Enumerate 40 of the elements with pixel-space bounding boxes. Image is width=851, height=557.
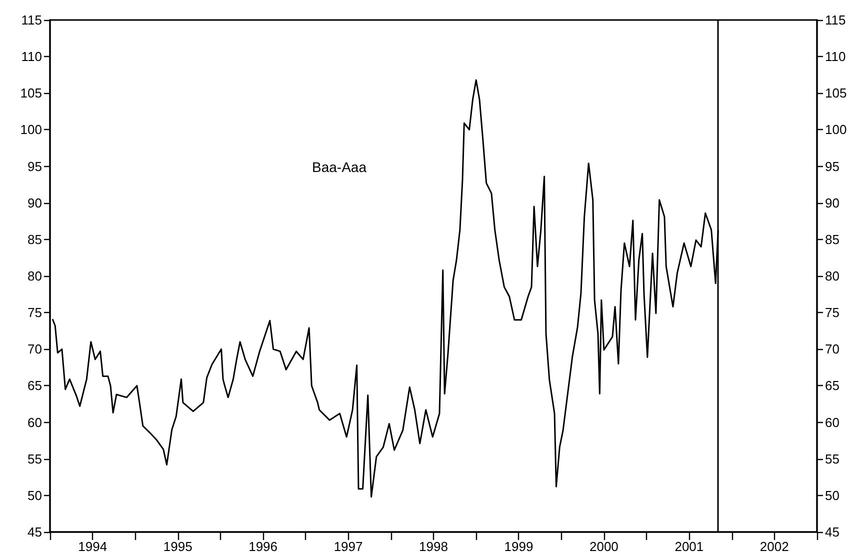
y2-tick-label: 115 (825, 12, 846, 28)
x-tick-label: 1996 (248, 539, 278, 554)
y2-tick-label: 95 (825, 158, 840, 174)
x-tick-label: 2000 (589, 539, 618, 554)
y2-tick-label: 50 (825, 488, 840, 503)
y-tick-label: 60 (28, 414, 42, 430)
y-tick-label: 100 (20, 122, 42, 138)
y2-tick-label: 75 (825, 305, 840, 320)
y-tick-label: 80 (28, 268, 42, 284)
y-tick-label: 90 (28, 195, 42, 210)
y-tick-label: 95 (28, 158, 42, 174)
y-tick-label: 45 (28, 524, 42, 540)
y-tick-label: 115 (21, 12, 42, 28)
y-tick-label: 105 (20, 86, 42, 101)
y2-tick-label: 60 (825, 414, 840, 430)
y-tick-label: 70 (28, 342, 42, 357)
x-tick-label: 1994 (78, 539, 108, 554)
x-tick-label: 2002 (760, 539, 789, 554)
y2-tick-label: 55 (825, 451, 840, 466)
y2-tick-label: 110 (825, 49, 846, 64)
y2-tick-label: 70 (825, 342, 840, 357)
x-tick-label: 1997 (334, 539, 363, 554)
y-tick-label: 85 (28, 232, 42, 247)
y2-tick-label: 65 (825, 378, 840, 394)
y2-tick-label: 105 (825, 86, 847, 101)
y-tick-label: 110 (21, 49, 42, 64)
y2-tick-label: 45 (825, 524, 840, 540)
y-tick-label: 50 (28, 488, 42, 503)
y2-tick-label: 90 (825, 195, 840, 210)
y2-tick-label: 100 (825, 122, 847, 138)
x-tick-label: 2001 (674, 539, 704, 554)
x-tick-label: 1999 (504, 539, 534, 554)
y-tick-label: 55 (28, 451, 42, 466)
y-tick-label: 65 (28, 378, 42, 394)
annotation: Baa-Aaa (312, 159, 367, 175)
y2-tick-label: 85 (825, 232, 840, 247)
x-tick-label: 1998 (419, 539, 448, 554)
y2-tick-label: 80 (825, 268, 840, 284)
x-tick-label: 1995 (163, 539, 192, 554)
y-tick-label: 75 (28, 305, 42, 320)
